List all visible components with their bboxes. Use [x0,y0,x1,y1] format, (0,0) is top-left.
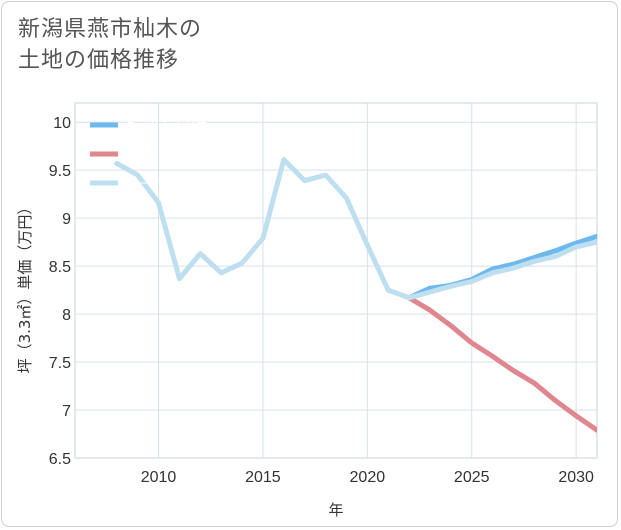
title-line-1: 新潟県燕市杣木の [18,17,203,42]
x-tick-label: 2010 [141,469,177,486]
x-tick-label: 2020 [350,469,386,486]
y-tick-label: 7.5 [49,355,71,372]
y-tick-label: 9.5 [49,163,71,180]
title-line-2: 土地の価格推移 [18,48,180,73]
y-tick-label: 9 [62,211,71,228]
y-tick-label: 6.5 [49,451,71,468]
legend-label: グッドシナリオ [124,119,208,133]
x-tick-label: 2030 [558,469,594,486]
series-layer [114,157,597,433]
y-tick-label: 8.5 [49,259,71,276]
y-tick-label: 10 [53,115,71,132]
y-tick-label: 8 [62,307,71,324]
legend-label: バッドシナリオ [124,148,208,162]
x-axis-label: 年 [328,501,343,519]
legend-label: ノーマルシナリオ [124,177,220,191]
y-axis-label: 坪（3.3㎡）単価（万円） [16,200,34,374]
chart-title: 新潟県燕市杣木の 土地の価格推移 [18,14,202,76]
tick-labels: 2010 2015 2020 2025 2030 6.5 7 7.5 8 8.5 9 9.5 10 [49,115,594,486]
series-line-2 [406,295,597,433]
series-line-3 [114,157,597,301]
x-tick-label: 2025 [454,469,490,486]
y-tick-label: 7 [62,403,71,420]
x-tick-label: 2015 [245,469,281,486]
plot-frame [74,102,598,459]
